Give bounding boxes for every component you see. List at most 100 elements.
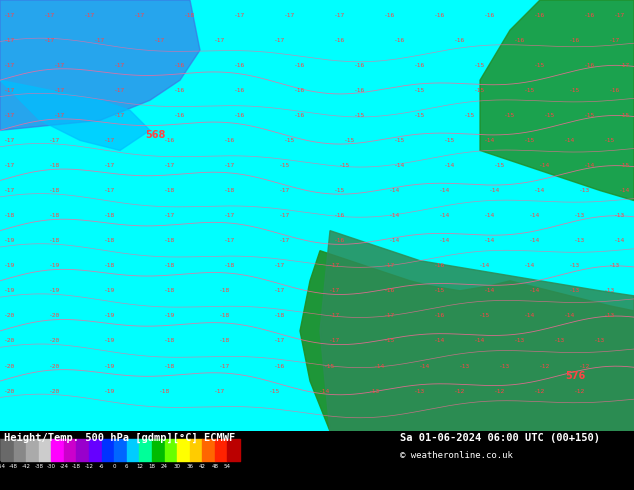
Text: -20: -20 [49, 314, 61, 318]
Text: -18: -18 [159, 389, 171, 393]
Text: -17: -17 [384, 263, 396, 268]
Text: -17: -17 [84, 13, 96, 18]
Text: -16: -16 [275, 364, 286, 368]
Text: -15: -15 [495, 163, 506, 168]
Text: -17: -17 [105, 163, 115, 168]
Text: -15: -15 [394, 138, 406, 143]
Text: -13: -13 [579, 188, 591, 193]
Text: -17: -17 [275, 288, 286, 294]
Text: -20: -20 [4, 339, 16, 343]
Text: -15: -15 [534, 63, 546, 68]
Text: -17: -17 [164, 213, 176, 218]
Text: -16: -16 [585, 13, 595, 18]
Text: -17: -17 [609, 38, 621, 43]
Text: -17: -17 [114, 88, 126, 93]
Text: -17: -17 [4, 63, 16, 68]
Text: -14: -14 [585, 163, 595, 168]
Text: -17: -17 [134, 13, 146, 18]
Text: -18: -18 [219, 339, 231, 343]
Text: -17: -17 [224, 238, 236, 243]
Text: -15: -15 [384, 339, 396, 343]
Text: -17: -17 [4, 13, 16, 18]
Text: -19: -19 [105, 288, 115, 294]
Text: -17: -17 [55, 63, 66, 68]
Text: -17: -17 [275, 38, 286, 43]
Text: -16: -16 [354, 88, 366, 93]
Text: -20: -20 [49, 389, 61, 393]
Text: -16: -16 [434, 314, 446, 318]
Text: -18: -18 [72, 464, 81, 468]
Polygon shape [480, 0, 634, 200]
Text: -13: -13 [370, 389, 380, 393]
Text: -17: -17 [330, 263, 340, 268]
Text: -17: -17 [4, 188, 16, 193]
Text: -15: -15 [334, 188, 346, 193]
Text: -30: -30 [47, 464, 56, 468]
Text: -14: -14 [484, 238, 496, 243]
Text: -18: -18 [164, 263, 176, 268]
Text: -15: -15 [479, 314, 491, 318]
Text: -16: -16 [294, 63, 306, 68]
Text: -15: -15 [285, 138, 295, 143]
Text: -14: -14 [389, 188, 401, 193]
Text: -17: -17 [55, 113, 66, 118]
Text: -15: -15 [464, 113, 476, 118]
Text: -16: -16 [334, 238, 346, 243]
Text: -16: -16 [484, 13, 496, 18]
Polygon shape [320, 231, 634, 431]
Text: -18: -18 [275, 314, 286, 318]
Text: -16: -16 [164, 138, 176, 143]
Text: -17: -17 [330, 288, 340, 294]
Text: -16: -16 [174, 63, 186, 68]
Text: 24: 24 [161, 464, 168, 468]
Text: -15: -15 [619, 163, 631, 168]
Text: -18: -18 [164, 364, 176, 368]
Text: -15: -15 [344, 138, 356, 143]
Text: -18: -18 [164, 188, 176, 193]
Text: -12: -12 [540, 364, 550, 368]
Text: -17: -17 [619, 63, 631, 68]
Text: -17: -17 [224, 163, 236, 168]
Text: -17: -17 [105, 138, 115, 143]
Text: 30: 30 [174, 464, 181, 468]
Text: -14: -14 [394, 163, 406, 168]
Text: -15: -15 [524, 138, 536, 143]
Text: -15: -15 [474, 63, 486, 68]
Text: Sa 01-06-2024 06:00 UTC (00+150): Sa 01-06-2024 06:00 UTC (00+150) [400, 433, 600, 443]
Text: -17: -17 [44, 38, 56, 43]
Text: -13: -13 [574, 213, 586, 218]
Text: -19: -19 [164, 314, 176, 318]
Text: -17: -17 [280, 213, 290, 218]
Text: -15: -15 [434, 288, 446, 294]
Text: -18: -18 [4, 213, 16, 218]
Text: -48: -48 [9, 464, 18, 468]
Text: -12: -12 [574, 389, 586, 393]
Text: -18: -18 [105, 238, 115, 243]
Text: -14: -14 [529, 213, 541, 218]
Text: -17: -17 [614, 13, 626, 18]
Text: -12: -12 [495, 389, 506, 393]
Text: -15: -15 [604, 138, 616, 143]
Text: -38: -38 [34, 464, 43, 468]
Text: -17: -17 [94, 38, 106, 43]
Text: -14: -14 [484, 138, 496, 143]
Text: -17: -17 [330, 314, 340, 318]
Text: -14: -14 [419, 364, 430, 368]
Text: 48: 48 [211, 464, 218, 468]
Text: -16: -16 [434, 13, 446, 18]
Text: -14: -14 [489, 188, 501, 193]
Text: -14: -14 [479, 263, 491, 268]
Text: -18: -18 [164, 288, 176, 294]
Text: -17: -17 [114, 63, 126, 68]
Text: -16: -16 [294, 88, 306, 93]
Text: -18: -18 [105, 213, 115, 218]
Text: -16: -16 [235, 63, 245, 68]
Text: 42: 42 [199, 464, 206, 468]
Text: -14: -14 [439, 188, 451, 193]
Text: -20: -20 [4, 364, 16, 368]
Text: -16: -16 [174, 113, 186, 118]
Text: -16: -16 [294, 113, 306, 118]
Text: -16: -16 [514, 38, 526, 43]
Text: -15: -15 [524, 88, 536, 93]
Text: -15: -15 [545, 113, 555, 118]
